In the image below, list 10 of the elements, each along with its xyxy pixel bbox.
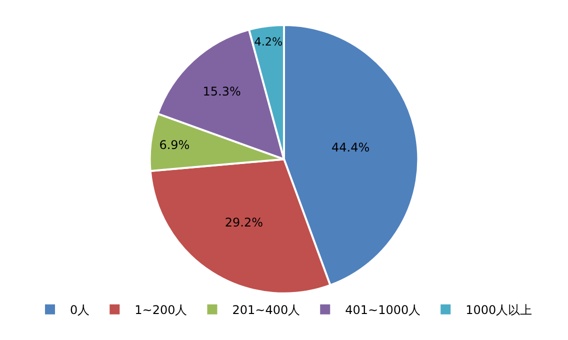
data-label: 29.2%	[224, 215, 263, 230]
legend-label: 1~200人	[134, 303, 188, 318]
data-label: 4.2%	[254, 35, 283, 48]
data-label: 44.4%	[332, 140, 370, 154]
legend-label: 201~400人	[232, 303, 300, 318]
legend-label: 1000人以上	[466, 303, 532, 318]
legend-label: 0人	[70, 303, 90, 318]
data-label: 15.3%	[202, 84, 241, 99]
legend-label: 401~1000人	[345, 303, 421, 318]
data-label: 6.9%	[159, 138, 190, 152]
